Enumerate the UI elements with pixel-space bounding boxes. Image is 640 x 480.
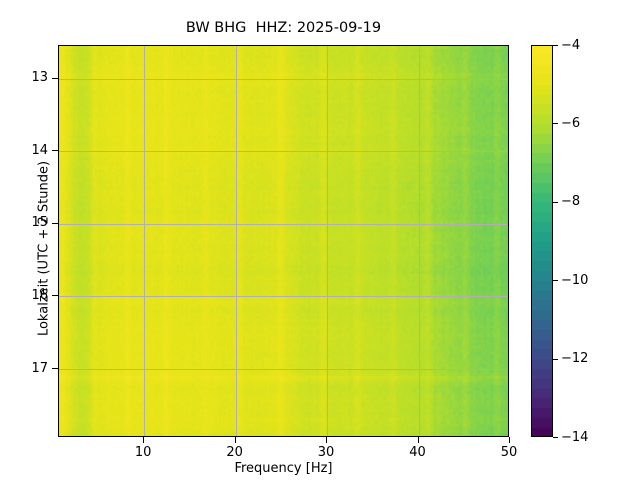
spectrogram-axes[interactable] [58,45,509,437]
x-tick-label: 10 [134,445,152,460]
x-tick-mark [143,437,145,443]
y-tick-label: 14 [31,142,48,158]
colorbar-tick-mark [553,280,558,282]
x-tick-label: 30 [317,445,335,460]
y-tick-mark [52,150,58,152]
chart-title: BW BHG HHZ: 2025-09-19 [185,20,382,36]
colorbar-tick-label: −8 [561,194,581,210]
y-tick-mark [52,295,58,297]
colorbar-tick-label: −4 [561,37,581,53]
y-tick-label: 17 [31,360,48,376]
y-tick-mark [52,77,58,79]
y-tick-mark [52,222,58,224]
x-tick-mark [234,437,236,443]
colorbar-tick-label: −6 [561,115,581,131]
colorbar-tick-mark [553,437,558,439]
colorbar-axes[interactable] [531,45,553,437]
x-axis-label: Frequency [Hz] [234,461,333,476]
x-tick-mark [509,437,511,443]
colorbar-tick-mark [553,358,558,360]
x-tick-label: 40 [409,445,426,460]
colorbar-tick-label: −14 [561,429,589,445]
y-tick-label: 13 [31,70,48,86]
x-tick-label: 50 [500,445,518,460]
x-tick-mark [326,437,328,443]
spectrogram-image [59,46,508,436]
x-tick-label: 20 [226,445,243,460]
colorbar-tick-label: −10 [561,272,589,288]
colorbar-tick-mark [553,201,558,203]
colorbar-gradient [532,46,552,436]
y-axis-label: Lokalzeit (UTC + 2 Stunde) [36,160,52,337]
colorbar-tick-label: −12 [561,351,589,367]
y-tick-mark [52,368,58,370]
y-tick-label: 15 [31,215,48,231]
colorbar-tick-mark [553,123,558,125]
x-tick-mark [417,437,419,443]
y-tick-label: 16 [31,287,48,303]
colorbar-tick-mark [553,45,558,47]
